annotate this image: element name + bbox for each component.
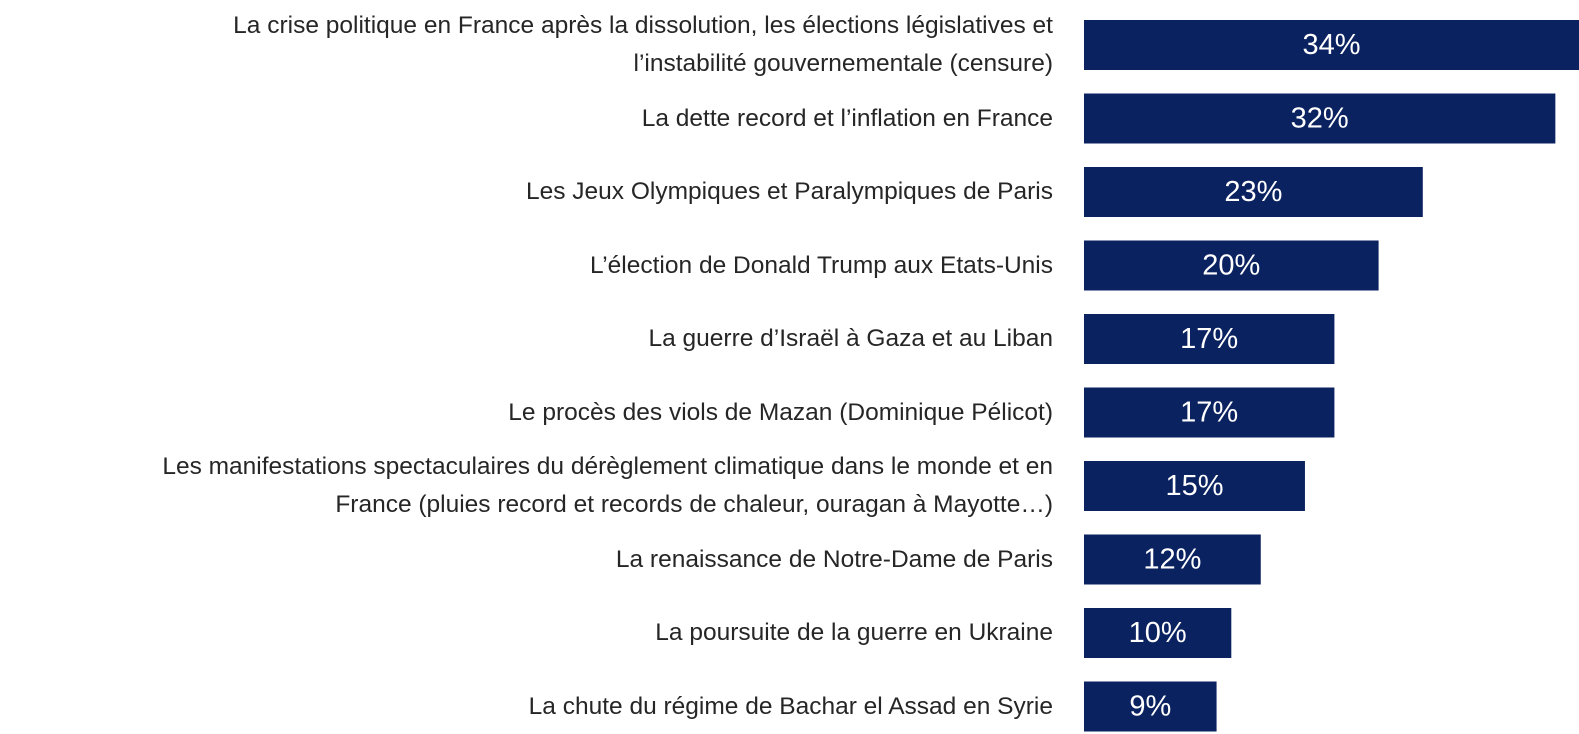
category-label: La poursuite de la guerre en Ukraine: [655, 619, 1053, 646]
value-label: 20%: [1202, 250, 1260, 282]
bar: [1084, 681, 1217, 732]
value-label: 23%: [1224, 176, 1282, 208]
category-label: La dette record et l’inflation en France: [641, 104, 1053, 132]
value-label: 9%: [1129, 691, 1171, 723]
value-label: 34%: [1302, 29, 1360, 61]
bar: [1084, 93, 1556, 144]
bar: [1084, 20, 1579, 70]
category-label: La guerre d’Israël à Gaza et au Liban: [648, 325, 1053, 352]
bar: [1084, 240, 1379, 291]
category-label: La renaissance de Notre-Dame de Paris: [615, 545, 1053, 573]
value-label: 32%: [1291, 103, 1349, 135]
category-label: L’élection de Donald Trump aux Etats-Uni…: [589, 251, 1053, 279]
bar: [1084, 387, 1335, 438]
category-label: La chute du régime de Bachar el Assad en…: [528, 692, 1053, 720]
bar: [1084, 534, 1261, 585]
category-label: La crise politique en France après la di…: [233, 12, 1053, 77]
value-label: 15%: [1165, 470, 1223, 502]
bar: [1084, 314, 1335, 364]
value-label: 17%: [1180, 397, 1238, 429]
category-label: Les manifestations spectaculaires du dér…: [162, 453, 1053, 518]
bar: [1084, 461, 1305, 511]
bar: [1084, 608, 1232, 658]
value-label: 12%: [1143, 544, 1201, 576]
value-label: 17%: [1180, 323, 1238, 355]
value-label: 10%: [1129, 617, 1187, 649]
bar: [1084, 167, 1423, 217]
category-label: Les Jeux Olympiques et Paralympiques de …: [525, 178, 1053, 205]
category-label: Le procès des viols de Mazan (Dominique …: [508, 398, 1053, 426]
